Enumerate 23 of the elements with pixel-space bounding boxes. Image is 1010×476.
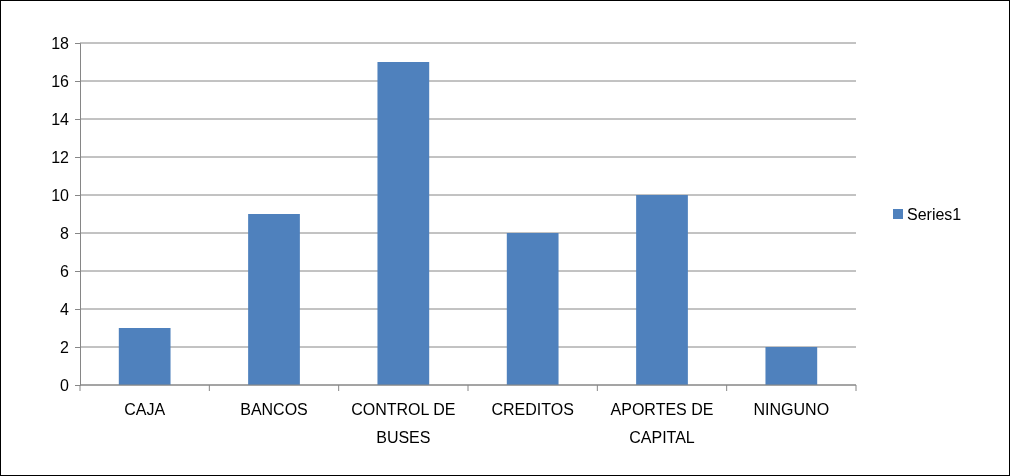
bar — [506, 233, 559, 385]
x-tick-label: CREDITOS — [491, 401, 574, 418]
x-tick-label: CAJA — [124, 401, 166, 418]
x-tick-label: NINGUNO — [753, 401, 830, 418]
y-tick-label: 16 — [51, 72, 70, 90]
bar — [377, 62, 430, 385]
bar — [765, 347, 818, 385]
y-tick-label: 18 — [51, 34, 70, 52]
y-tick-label: 4 — [60, 300, 70, 318]
x-tick-label: APORTES DE CAPITAL — [610, 401, 714, 446]
bar — [118, 328, 171, 385]
y-tick-label: 14 — [51, 110, 70, 128]
y-tick-label: 10 — [51, 186, 70, 204]
bar — [248, 214, 300, 385]
y-tick-label: 8 — [60, 224, 70, 242]
bar — [636, 195, 688, 385]
x-tick-label: CONTROL DE BUSES — [351, 401, 456, 446]
y-tick-label: 12 — [51, 148, 70, 166]
legend-label: Series1 — [907, 206, 962, 223]
y-tick-label: 0 — [60, 376, 70, 394]
y-tick-label: 6 — [60, 262, 70, 280]
x-tick-label: BANCOS — [240, 401, 308, 418]
y-tick-label: 2 — [60, 338, 70, 356]
